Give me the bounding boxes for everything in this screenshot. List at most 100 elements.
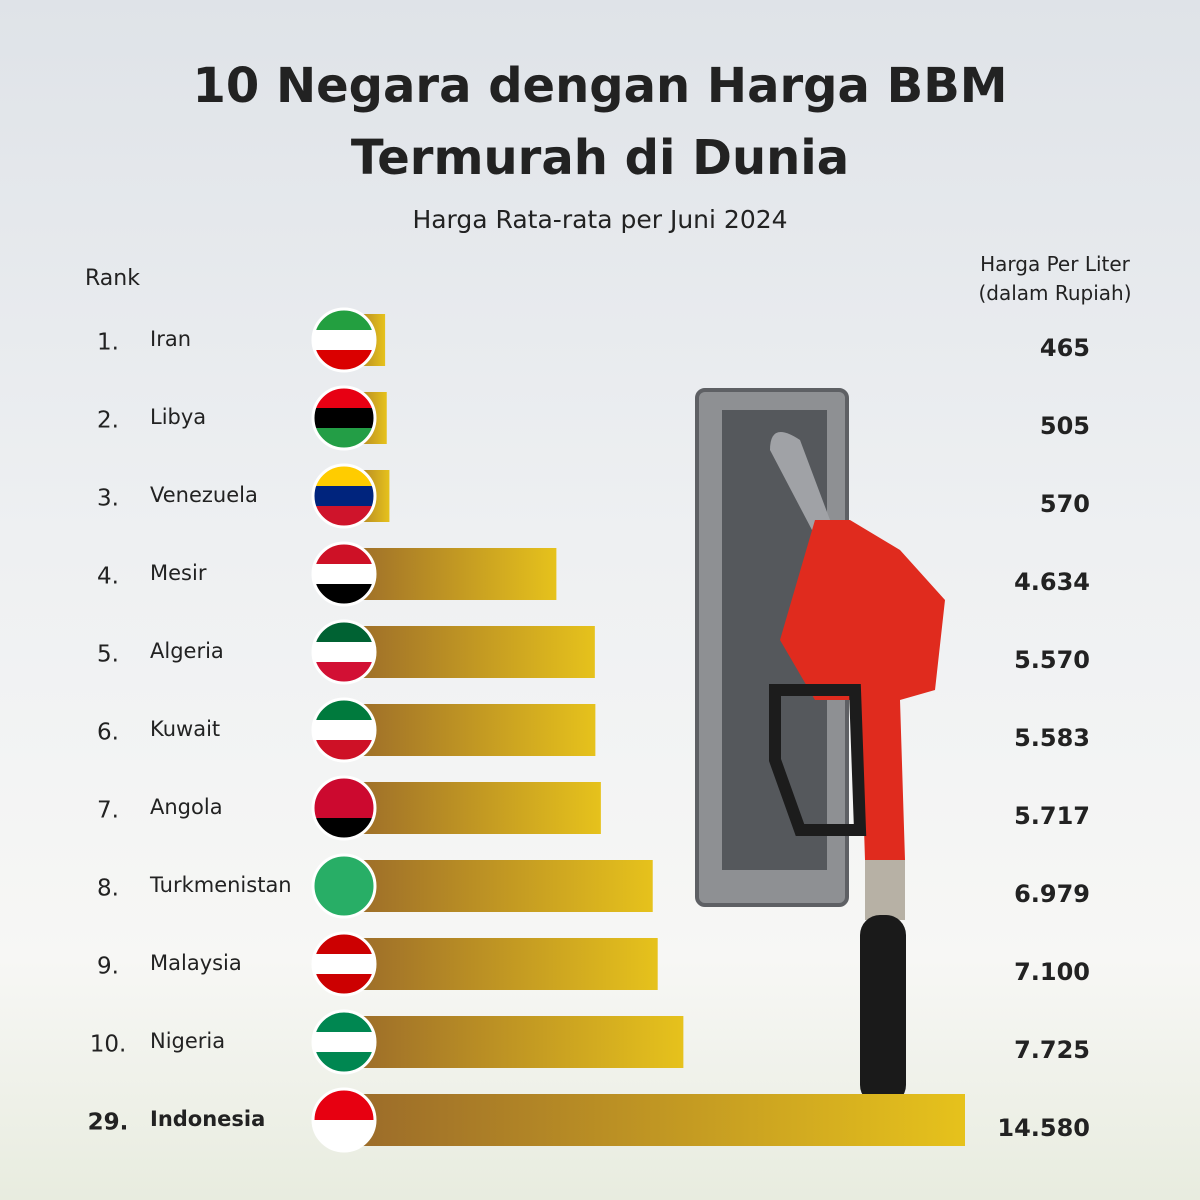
value-header: Harga Per Liter (dalam Rupiah): [978, 252, 1132, 305]
value-label: 5.583: [1014, 724, 1090, 752]
flag-stripe: [314, 584, 374, 604]
flag: [311, 1009, 377, 1075]
flag-clip: [314, 934, 374, 994]
value-label: 7.725: [1014, 1036, 1090, 1064]
flag-border: [311, 697, 377, 763]
bar: [345, 860, 653, 912]
flag-stripe: [314, 896, 374, 916]
flag-clip: [314, 700, 374, 760]
value-label: 570: [1040, 490, 1090, 518]
flag-stripe: [314, 1052, 374, 1072]
flag-stripe: [314, 740, 374, 760]
flag-stripe: [314, 388, 374, 409]
country-label: Turkmenistan: [149, 873, 292, 897]
flag-clip: [314, 466, 374, 526]
bar: [345, 704, 596, 756]
flag-stripe: [314, 1032, 374, 1053]
flag-border: [311, 307, 377, 373]
flag-stripe: [314, 466, 374, 487]
flag-stripe: [314, 662, 374, 682]
flag-stripe: [314, 486, 374, 507]
country-label: Angola: [150, 795, 223, 819]
value-label: 5.717: [1014, 802, 1090, 830]
flag-stripe: [314, 876, 374, 897]
country-label: Mesir: [150, 561, 207, 585]
flag: [311, 853, 377, 919]
value-label: 505: [1040, 412, 1090, 440]
rank: 8.: [97, 876, 119, 902]
flag-clip: [314, 1012, 374, 1072]
flag-stripe: [314, 954, 374, 975]
flag-stripe: [314, 934, 374, 955]
bar: [345, 1094, 965, 1146]
flag-clip: [314, 310, 374, 370]
flag-stripe: [314, 856, 374, 877]
flag: [311, 619, 377, 685]
bar: [345, 626, 595, 678]
flag-clip: [314, 622, 374, 682]
country-label: Venezuela: [150, 483, 258, 507]
flag: [311, 307, 377, 373]
rank: 2.: [97, 408, 119, 434]
flag-border: [311, 541, 377, 607]
flag-stripe: [314, 408, 374, 429]
flag-stripe: [314, 622, 374, 643]
flag-border: [311, 619, 377, 685]
flag-border: [311, 1009, 377, 1075]
rank: 10.: [90, 1032, 127, 1058]
rank: 7.: [97, 798, 119, 824]
country-label: Indonesia: [150, 1107, 265, 1131]
chart-title: 10 Negara dengan Harga BBM Termurah di D…: [192, 58, 1008, 186]
flag-clip: [314, 778, 374, 838]
flag-border: [311, 463, 377, 529]
rank: 4.: [97, 564, 119, 590]
rank: 1.: [97, 330, 119, 356]
flag-clip: [314, 388, 374, 448]
rank: 6.: [97, 720, 119, 746]
flag-stripe: [314, 778, 374, 799]
flag-stripe: [314, 700, 374, 721]
chart-subtitle: Harga Rata-rata per Juni 2024: [412, 205, 788, 234]
flag: [311, 541, 377, 607]
rank: 29.: [88, 1110, 129, 1136]
country-label: Algeria: [150, 639, 224, 663]
flag: [311, 463, 377, 529]
rank: 9.: [97, 954, 119, 980]
rank-header: Rank: [85, 266, 140, 291]
value-label: 4.634: [1014, 568, 1090, 596]
flag-stripe: [314, 506, 374, 526]
flag-border: [311, 385, 377, 451]
flag: [311, 385, 377, 451]
flag-border: [311, 931, 377, 997]
value-label: 7.100: [1014, 958, 1090, 986]
flag-border: [311, 775, 377, 841]
flag: [311, 931, 377, 997]
country-label: Iran: [150, 327, 191, 351]
flag-stripe: [314, 564, 374, 585]
country-label: Libya: [150, 405, 206, 429]
flag: [311, 1087, 377, 1153]
flag-stripe: [314, 428, 374, 448]
value-label: 14.580: [997, 1114, 1090, 1142]
flag-stripe: [314, 330, 374, 351]
flag-stripe: [314, 544, 374, 565]
fuel-pump: [695, 388, 945, 1105]
flag: [311, 775, 377, 841]
flag-clip: [314, 544, 374, 604]
flag-stripe: [314, 1012, 374, 1033]
flag-stripe: [314, 798, 374, 819]
value-label: 5.570: [1014, 646, 1090, 674]
rank: 5.: [97, 642, 119, 668]
country-label: Kuwait: [150, 717, 220, 741]
country-label: Malaysia: [150, 951, 242, 975]
flag-border: [311, 853, 377, 919]
flag: [311, 697, 377, 763]
bar: [345, 548, 557, 600]
flag-stripe: [314, 974, 374, 994]
rank: 3.: [97, 486, 119, 512]
flag-stripe: [314, 350, 374, 370]
bar: [345, 938, 658, 990]
flag-stripe: [314, 310, 374, 331]
